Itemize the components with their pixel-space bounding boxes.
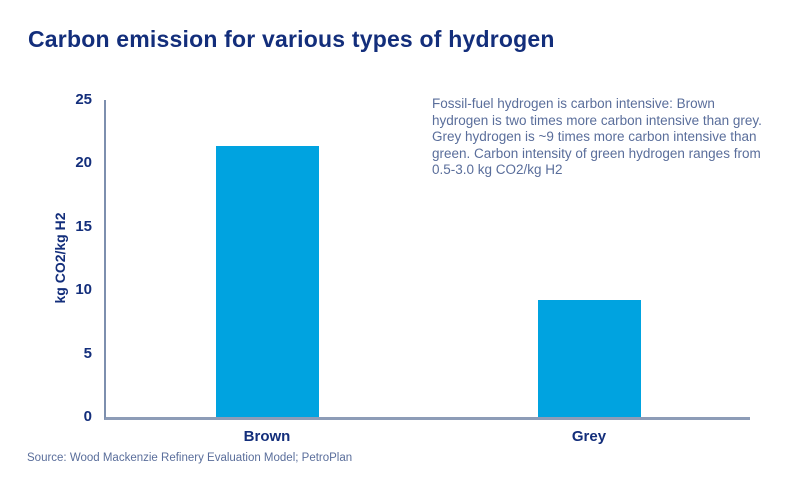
annotation-text: Fossil-fuel hydrogen is carbon intensive…: [432, 96, 762, 177]
x-category-label: Grey: [571, 428, 607, 445]
bar-grey: [537, 300, 641, 417]
x-category-label: Brown: [243, 428, 291, 445]
y-tick-label: 25: [75, 91, 92, 108]
bar-brown: [215, 145, 319, 417]
source-text: Source: Wood Mackenzie Refinery Evaluati…: [27, 452, 353, 464]
y-tick-label: 0: [83, 408, 92, 425]
y-tick-label: 20: [75, 154, 92, 172]
y-tick-label: 5: [83, 344, 92, 362]
y-tick-label: 10: [75, 281, 92, 299]
chart-title: Carbon emission for various types of hyd…: [28, 26, 555, 52]
plot-area: 0 5 10 15 20 25 Brown Grey: [75, 91, 750, 445]
y-tick-label: 15: [75, 217, 92, 235]
